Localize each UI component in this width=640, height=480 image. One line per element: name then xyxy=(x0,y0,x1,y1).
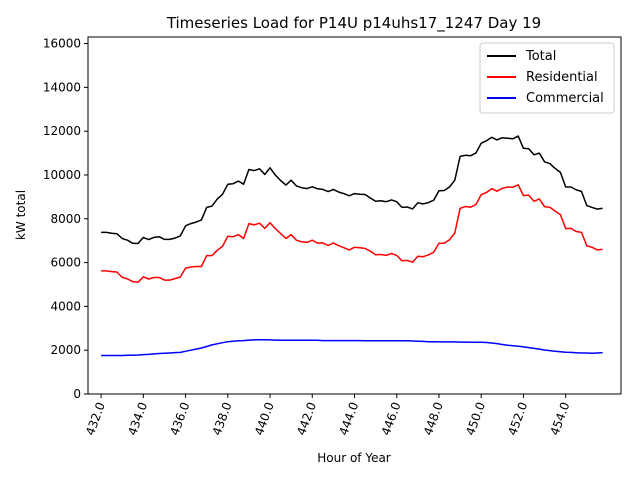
series-line-total xyxy=(101,135,603,245)
legend: Total Residential Commercial xyxy=(479,42,615,114)
y-axis-ticks: 0 2000 4000 6000 8000 10000 12000 14000 16000 xyxy=(43,37,88,401)
y-tick-label: 16000 xyxy=(43,37,81,51)
legend-box xyxy=(479,42,615,114)
y-tick-label: 12000 xyxy=(43,124,81,138)
series-line-commercial xyxy=(101,338,603,357)
chart-title: Timeseries Load for P14U p14uhs17_1247 D… xyxy=(166,14,541,33)
series-layer xyxy=(101,135,603,357)
y-tick-label: 6000 xyxy=(50,256,81,270)
legend-label-total: Total xyxy=(525,49,556,64)
y-tick-label: 2000 xyxy=(50,343,81,357)
legend-label-residential: Residential xyxy=(526,70,598,85)
legend-label-commercial: Commercial xyxy=(526,91,604,106)
series-line-residential xyxy=(101,184,603,284)
y-tick-label: 0 xyxy=(73,387,81,401)
y-tick-label: 14000 xyxy=(43,80,81,94)
y-tick-label: 8000 xyxy=(50,212,81,226)
y-tick-label: 4000 xyxy=(50,299,81,313)
x-axis-label: Hour of Year xyxy=(317,451,391,465)
y-axis-label: kW total xyxy=(14,190,28,240)
y-tick-label: 10000 xyxy=(43,168,81,182)
